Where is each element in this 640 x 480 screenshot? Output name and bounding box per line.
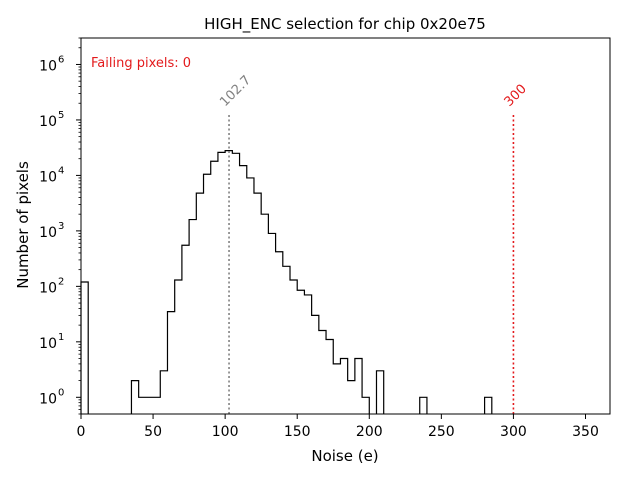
x-tick-label: 100: [212, 424, 239, 440]
x-axis-label: Noise (e): [311, 447, 378, 465]
y-tick-exponent: 5: [58, 110, 64, 121]
x-tick-label: 200: [356, 424, 383, 440]
y-axis-label: Number of pixels: [14, 161, 32, 289]
histogram-outline: [80, 150, 493, 414]
x-axis-ticks: 0 50 100 150 200 250 300 350: [77, 414, 599, 440]
y-tick-exponent: 1: [58, 332, 64, 343]
y-tick-exponent: 2: [58, 276, 64, 287]
x-tick-label: 150: [284, 424, 311, 440]
y-tick-label: 10: [39, 58, 57, 74]
y-tick-label: 10: [39, 169, 57, 185]
x-tick-label: 50: [144, 424, 162, 440]
y-tick-exponent: 3: [58, 221, 64, 232]
y-tick-label: 10: [39, 336, 57, 352]
y-tick-label: 10: [39, 225, 57, 241]
y-tick-exponent: 4: [58, 165, 64, 176]
x-tick-label: 350: [572, 424, 599, 440]
y-tick-label: 10: [39, 280, 57, 296]
x-tick-label: 0: [77, 424, 86, 440]
plot-frame: [80, 37, 611, 415]
chart-title: HIGH_ENC selection for chip 0x20e75: [204, 15, 486, 34]
failing-pixels-annotation: Failing pixels: 0: [91, 56, 191, 71]
y-tick-label: 10: [39, 114, 57, 130]
y-tick-exponent: 0: [58, 387, 64, 398]
x-tick-label: 300: [500, 424, 527, 440]
y-tick-exponent: 6: [58, 54, 64, 65]
histogram-bins: [80, 150, 493, 414]
y-tick-label: 10: [39, 391, 57, 407]
x-tick-label: 250: [428, 424, 455, 440]
